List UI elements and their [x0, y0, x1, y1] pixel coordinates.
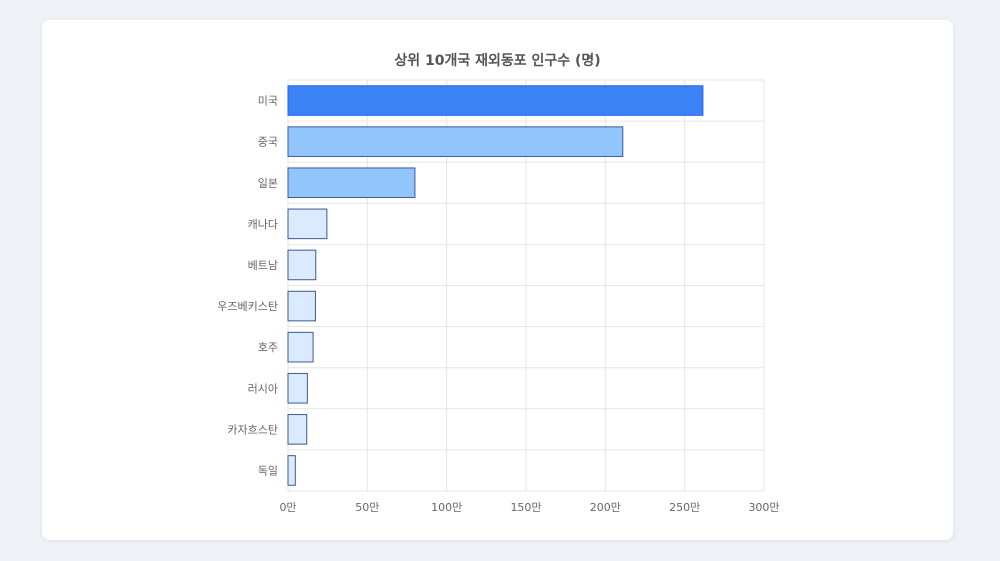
bar-5: [287, 249, 317, 281]
x-tick-label: 100만: [431, 501, 462, 514]
bar-6: [287, 290, 316, 322]
chart-title: 상위 10개국 재외동포 인구수 (명): [394, 53, 601, 69]
x-tick-label: 150만: [510, 501, 541, 514]
y-tick-label: 캐나다: [248, 218, 278, 231]
bar-3: [287, 167, 416, 199]
bar-8: [287, 372, 308, 404]
x-tick-label: 50만: [355, 501, 379, 514]
y-tick-label: 독일: [258, 463, 278, 477]
x-tick-label: 0만: [279, 501, 296, 514]
y-tick-label: 러시아: [248, 382, 278, 395]
y-tick-label: 카자흐스탄: [227, 423, 278, 436]
x-tick-label: 200만: [590, 501, 621, 514]
x-tick-label: 300만: [748, 501, 779, 514]
bar-4: [287, 208, 328, 240]
y-tick-label: 중국: [258, 136, 278, 149]
bar-10: [287, 455, 296, 486]
y-tick-label: 미국: [258, 95, 278, 108]
y-tick-label: 일본: [258, 176, 278, 190]
y-tick-label: 호주: [258, 341, 278, 354]
y-tick-label: 베트남: [248, 259, 278, 272]
bar-9: [287, 414, 308, 445]
y-tick-label: 우즈베키스탄: [217, 300, 278, 313]
bar-2: [287, 126, 624, 157]
bar-7: [287, 331, 314, 363]
bar-1: [287, 85, 704, 116]
x-tick-label: 250만: [669, 501, 700, 514]
